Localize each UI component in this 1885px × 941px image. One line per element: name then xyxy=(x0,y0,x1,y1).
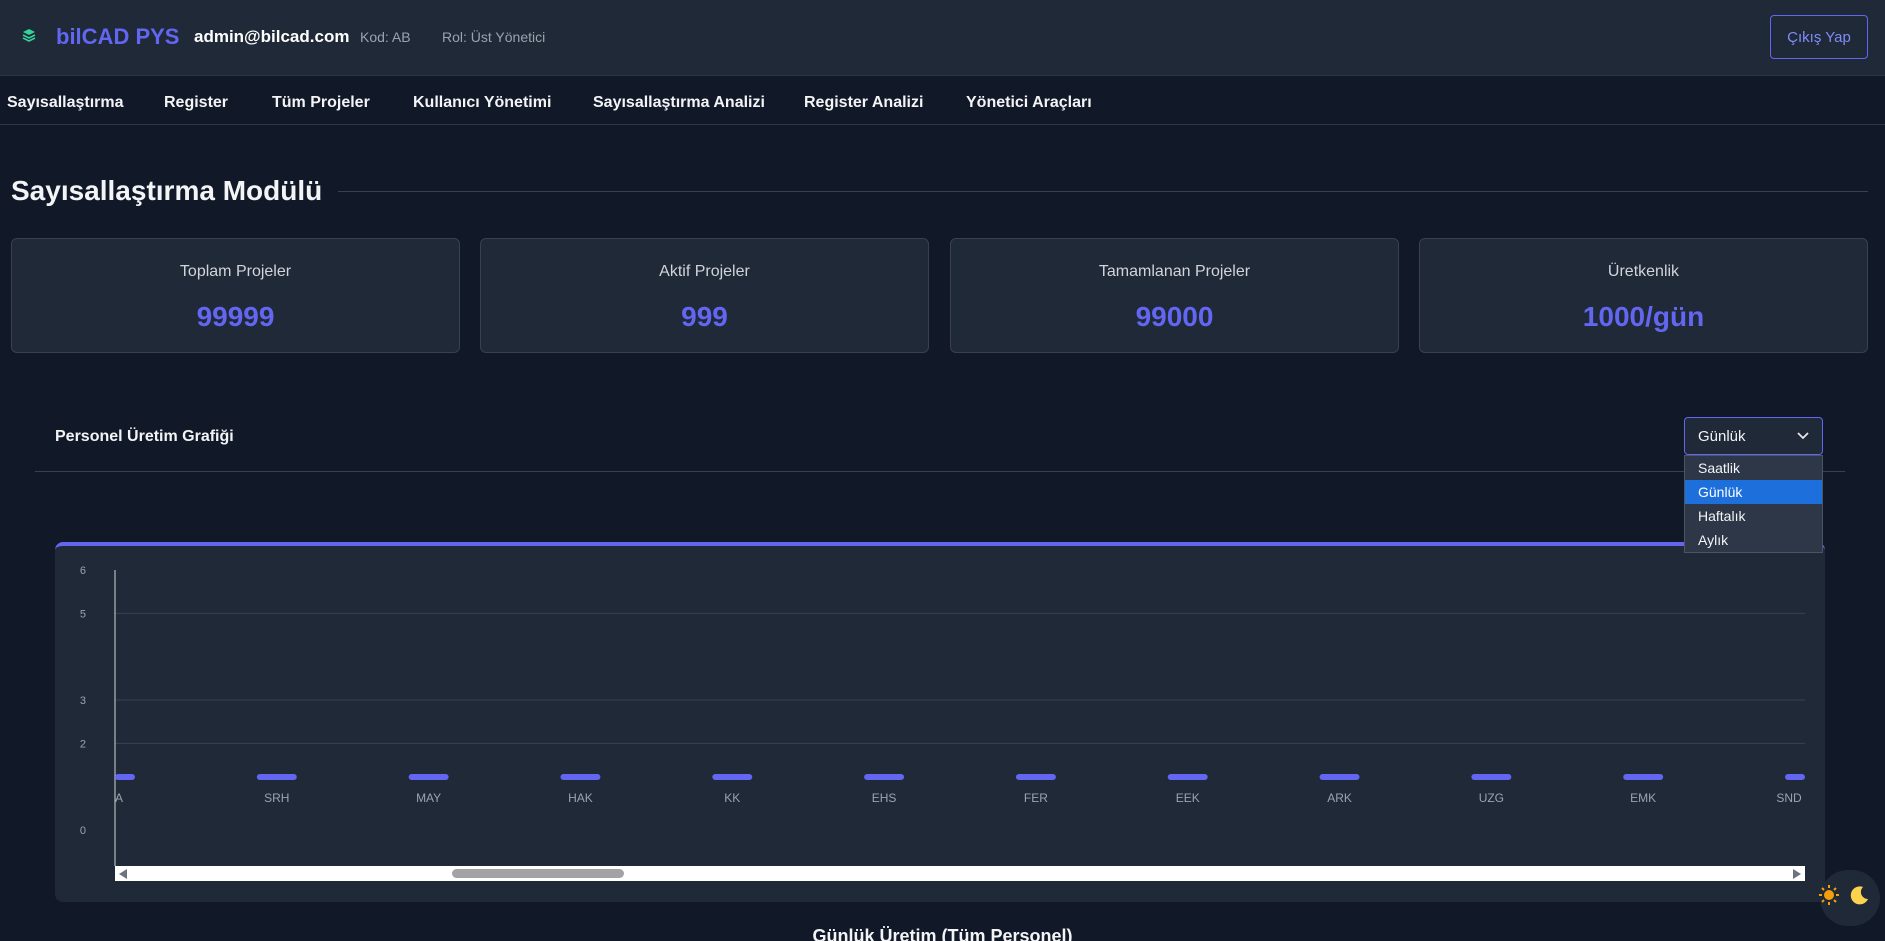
stat-label: Aktif Projeler xyxy=(659,263,750,280)
nav-item-tum-projeler[interactable]: Tüm Projeler xyxy=(272,94,370,111)
period-select-value: Günlük xyxy=(1698,428,1746,445)
scroll-left-arrow-icon[interactable] xyxy=(119,869,127,879)
x-tick-label: HAK xyxy=(568,791,593,805)
nav-item-sayisallastirma[interactable]: Sayısallaştırma xyxy=(7,94,124,111)
chevron-down-icon xyxy=(1797,432,1809,440)
daily-production-title: Günlük Üretim (Tüm Personel) xyxy=(812,926,1073,941)
stat-value: 99000 xyxy=(1135,301,1214,332)
user-email: admin@bilcad.com xyxy=(194,27,350,46)
stat-card-productivity: Üretkenlik 1000/gün xyxy=(1419,238,1868,353)
bar xyxy=(1015,774,1056,780)
bar xyxy=(1471,774,1512,780)
bar xyxy=(1319,774,1360,780)
x-tick-label: EMK xyxy=(1630,791,1656,805)
chart-horizontal-scrollbar[interactable] xyxy=(115,866,1805,881)
chart-section-divider xyxy=(35,471,1845,472)
nav-item-kullanici-yonetimi[interactable]: Kullanıcı Yönetimi xyxy=(413,94,552,111)
sun-icon[interactable] xyxy=(1818,884,1840,906)
x-tick-label: EEK xyxy=(1176,791,1200,805)
x-tick-label: EHS xyxy=(872,791,897,805)
bar xyxy=(408,774,449,780)
bar xyxy=(560,774,601,780)
user-code: Kod: AB xyxy=(360,29,411,45)
x-tick-label: A xyxy=(115,791,123,805)
stat-card-active-projects: Aktif Projeler 999 xyxy=(480,238,929,353)
bar xyxy=(256,774,297,780)
scroll-right-arrow-icon[interactable] xyxy=(1793,869,1801,879)
bar xyxy=(864,774,905,780)
logout-button[interactable]: Çıkış Yap xyxy=(1770,15,1868,59)
chart-section-title: Personel Üretim Grafiği xyxy=(55,428,234,445)
stat-value: 1000/gün xyxy=(1582,301,1705,332)
moon-icon[interactable] xyxy=(1848,884,1870,906)
x-tick-label: SND xyxy=(1776,791,1802,805)
main-nav: Sayısallaştırma Register Tüm Projeler Ku… xyxy=(0,77,1885,125)
chart-card: 0 2 3 5 6 A SRH MAY HAK KK EHS FER EEK ARK UZG EMK SND xyxy=(55,542,1825,902)
x-tick-label: MAY xyxy=(416,791,441,805)
page-title: Sayısallaştırma Modülü xyxy=(11,175,323,206)
nav-item-sayisallastirma-analizi[interactable]: Sayısallaştırma Analizi xyxy=(593,94,765,111)
nav-item-register[interactable]: Register xyxy=(164,94,229,111)
period-dropdown: Saatlik Günlük Haftalık Aylık xyxy=(1684,455,1823,553)
period-select[interactable]: Günlük xyxy=(1684,417,1823,455)
layers-icon xyxy=(22,29,36,42)
bar-chart: 0 2 3 5 6 A SRH MAY HAK KK EHS FER EEK ARK UZG EMK SND xyxy=(80,565,1805,866)
period-option-haftalik[interactable]: Haftalık xyxy=(1698,508,1746,524)
y-tick-label: 0 xyxy=(80,825,86,837)
x-tick-label: ARK xyxy=(1327,791,1352,805)
bar xyxy=(712,774,753,780)
y-tick-label: 2 xyxy=(80,738,86,750)
nav-item-register-analizi[interactable]: Register Analizi xyxy=(804,94,924,111)
bar xyxy=(1785,774,1805,780)
x-tick-label: FER xyxy=(1024,791,1048,805)
stat-card-total-projects: Toplam Projeler 99999 xyxy=(11,238,460,353)
stat-value: 999 xyxy=(681,301,728,332)
stat-value: 99999 xyxy=(196,301,275,332)
y-tick-label: 6 xyxy=(80,565,86,577)
period-option-saatlik[interactable]: Saatlik xyxy=(1698,460,1741,476)
nav-item-yonetici-araclari[interactable]: Yönetici Araçları xyxy=(966,94,1092,111)
bar xyxy=(1167,774,1208,780)
bar xyxy=(1623,774,1664,780)
bar xyxy=(115,774,135,780)
stat-label: Toplam Projeler xyxy=(179,263,292,280)
period-option-gunluk[interactable]: Günlük xyxy=(1685,480,1822,504)
period-option-aylik[interactable]: Aylık xyxy=(1698,532,1729,548)
brand-logo-text[interactable]: bilCAD PYS xyxy=(56,24,180,49)
top-bar: bilCAD PYS admin@bilcad.com Kod: AB Rol:… xyxy=(0,0,1885,76)
x-tick-label: UZG xyxy=(1479,791,1504,805)
title-divider xyxy=(338,191,1868,192)
x-tick-label: SRH xyxy=(264,791,289,805)
x-tick-label: KK xyxy=(724,791,740,805)
stat-label: Tamamlanan Projeler xyxy=(1098,263,1251,280)
stat-label: Üretkenlik xyxy=(1607,263,1680,280)
y-tick-label: 3 xyxy=(80,695,86,707)
y-tick-label: 5 xyxy=(80,608,86,620)
user-role: Rol: Üst Yönetici xyxy=(442,29,546,45)
stat-card-completed-projects: Tamamlanan Projeler 99000 xyxy=(950,238,1399,353)
scroll-thumb[interactable] xyxy=(452,869,624,878)
